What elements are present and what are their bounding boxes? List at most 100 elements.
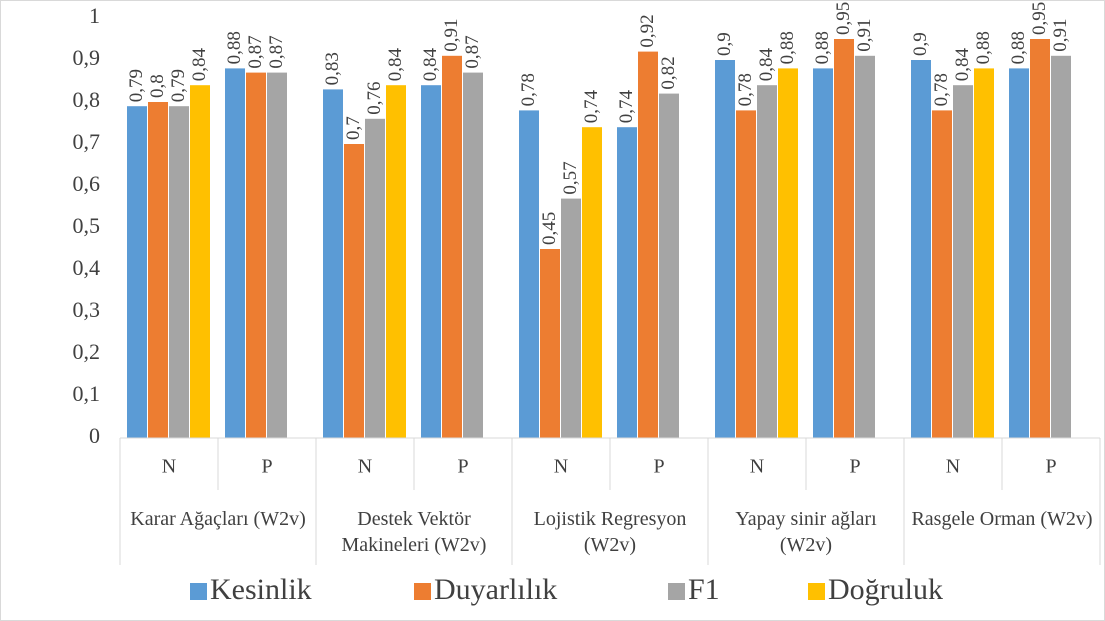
x-tick-label: P xyxy=(849,456,860,478)
value-label: 0,88 xyxy=(973,31,994,64)
y-tick-label: 0,6 xyxy=(73,171,101,196)
group-label: Yapay sinir ağları (W2v) xyxy=(735,508,877,556)
legend-label: Doğruluk xyxy=(828,573,943,606)
bar xyxy=(323,89,343,439)
bar xyxy=(757,85,777,438)
y-tick-label: 0,7 xyxy=(73,129,101,154)
value-label: 0,84 xyxy=(756,47,777,81)
bar xyxy=(386,85,406,438)
value-label: 0,84 xyxy=(189,47,210,81)
value-label: 0,84 xyxy=(420,47,441,81)
value-label: 0,82 xyxy=(658,56,679,89)
value-label: 0,88 xyxy=(1008,31,1029,64)
legend-label: Kesinlik xyxy=(210,573,312,606)
value-label: 0,84 xyxy=(952,47,973,81)
y-tick-label: 0,1 xyxy=(73,381,101,406)
value-label: 0,79 xyxy=(126,69,147,102)
bar xyxy=(638,51,658,438)
bar xyxy=(246,72,266,438)
group-label-text: Yapay sinir ağları (W2v) xyxy=(735,508,877,556)
y-tick-label: 1 xyxy=(89,3,100,28)
bar xyxy=(715,60,735,438)
value-label: 0,87 xyxy=(462,35,483,68)
bar xyxy=(953,85,973,438)
value-label: 0,57 xyxy=(560,161,581,194)
y-tick-label: 0,4 xyxy=(73,255,101,280)
y-tick-label: 0 xyxy=(89,423,100,448)
y-tick-label: 0,9 xyxy=(73,45,101,70)
group-label-text: Destek Vektör Makineleri (W2v) xyxy=(341,508,487,556)
value-label: 0,91 xyxy=(1050,19,1071,52)
x-tick-label: N xyxy=(358,456,372,478)
bar xyxy=(813,68,833,439)
bar xyxy=(148,102,168,438)
bar xyxy=(540,249,560,438)
value-label: 0,95 xyxy=(833,2,854,35)
legend-swatch xyxy=(808,583,825,600)
value-label: 0,92 xyxy=(637,14,658,47)
value-label: 0,78 xyxy=(518,73,539,106)
x-tick-label: N xyxy=(554,456,568,478)
value-label: 0,87 xyxy=(245,35,266,68)
bar xyxy=(834,39,854,438)
group-label: Destek Vektör Makineleri (W2v) xyxy=(341,508,487,556)
bar xyxy=(267,72,287,438)
legend-swatch xyxy=(414,583,431,600)
bar xyxy=(169,106,189,438)
bar xyxy=(617,127,637,438)
value-label: 0,87 xyxy=(266,35,287,68)
y-tick-label: 0,5 xyxy=(73,213,101,238)
value-label: 0,88 xyxy=(812,31,833,64)
legend-label: F1 xyxy=(688,573,720,606)
bar xyxy=(519,110,539,439)
x-tick-label: P xyxy=(457,456,468,478)
bar xyxy=(1030,39,1050,438)
bar xyxy=(659,93,679,438)
x-tick-label: N xyxy=(750,456,764,478)
bar xyxy=(561,198,581,438)
y-tick-label: 0,2 xyxy=(73,339,101,364)
group-label-text: Rasgele Orman (W2v) xyxy=(911,508,1093,530)
bar xyxy=(463,72,483,438)
group-label: Karar Ağaçları (W2v) xyxy=(130,508,306,530)
bar xyxy=(190,85,210,438)
value-label: 0,91 xyxy=(441,19,462,52)
value-label: 0,83 xyxy=(322,52,343,85)
group-label-text: Karar Ağaçları (W2v) xyxy=(130,508,306,530)
bar xyxy=(932,110,952,439)
x-tick-label: N xyxy=(162,456,176,478)
legend-label: Duyarlılık xyxy=(434,573,557,606)
group-label: Lojistik Regresyon (W2v) xyxy=(534,508,687,556)
value-label: 0,76 xyxy=(364,82,385,115)
legend-swatch xyxy=(190,583,207,600)
value-label: 0,78 xyxy=(735,73,756,106)
value-label: 0,88 xyxy=(224,31,245,64)
bar xyxy=(344,144,364,438)
value-label: 0,91 xyxy=(854,19,875,52)
value-label: 0,88 xyxy=(777,31,798,64)
value-label: 0,79 xyxy=(168,69,189,102)
group-label: Rasgele Orman (W2v) xyxy=(911,508,1093,530)
value-label: 0,74 xyxy=(581,89,602,123)
value-label: 0,45 xyxy=(539,212,560,245)
value-label: 0,8 xyxy=(147,74,168,98)
bar xyxy=(225,68,245,439)
bar xyxy=(736,110,756,439)
bar xyxy=(442,55,462,439)
value-label: 0,84 xyxy=(385,47,406,81)
bar xyxy=(365,118,385,439)
bar xyxy=(855,55,875,439)
bar xyxy=(127,106,147,438)
x-tick-label: P xyxy=(1045,456,1056,478)
y-tick-label: 0,8 xyxy=(73,87,101,112)
value-label: 0,74 xyxy=(616,89,637,123)
bar xyxy=(974,68,994,439)
value-label: 0,9 xyxy=(910,32,931,56)
value-label: 0,78 xyxy=(931,73,952,106)
value-label: 0,9 xyxy=(714,32,735,56)
value-label: 0,7 xyxy=(343,116,364,140)
bar xyxy=(421,85,441,438)
bar xyxy=(778,68,798,439)
x-tick-label: N xyxy=(946,456,960,478)
